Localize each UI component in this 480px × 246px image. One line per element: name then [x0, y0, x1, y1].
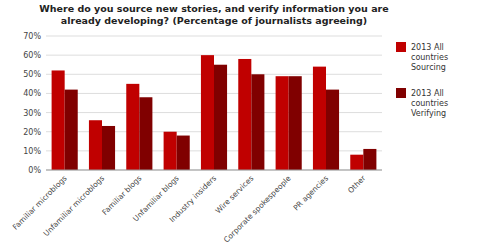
text-line: Verifying	[411, 109, 446, 118]
bar	[164, 132, 177, 170]
bar	[139, 97, 152, 170]
legend-label: 2013 AllcountriesSourcing	[411, 43, 448, 72]
bar	[238, 59, 251, 170]
bar	[89, 120, 102, 170]
bars	[52, 55, 377, 170]
x-tick-label: Unfamiliar microblogs	[42, 174, 107, 239]
bar	[350, 155, 363, 170]
legend-swatch	[396, 42, 406, 52]
y-tick-label: 10%	[23, 147, 41, 156]
y-tick-label: 50%	[23, 70, 41, 79]
text-line: Where do you source new stories, and ver…	[39, 3, 388, 14]
bar	[52, 70, 65, 170]
text-line: already developing? (Percentage of journ…	[61, 15, 367, 26]
y-tick-label: 40%	[23, 89, 41, 98]
bar	[251, 74, 264, 170]
text-line: Sourcing	[411, 63, 446, 72]
title: Where do you source new stories, and ver…	[39, 3, 388, 26]
x-tick-label: PR agencies	[291, 174, 330, 213]
x-axis-line	[46, 170, 382, 171]
y-tick-label: 60%	[23, 51, 41, 60]
bar	[214, 65, 227, 170]
text-line: countries	[411, 53, 448, 62]
bar	[201, 55, 214, 170]
bar	[326, 90, 339, 170]
legend: 2013 AllcountriesSourcing2013 Allcountri…	[396, 42, 448, 118]
x-tick-label: Corporate spokespeople	[222, 173, 293, 244]
bar	[289, 76, 302, 170]
legend-label: 2013 AllcountriesVerifying	[411, 89, 448, 118]
x-tick-label: Industry insiders	[168, 174, 219, 225]
legend-swatch	[396, 88, 406, 98]
text-line: 2013 All	[411, 43, 444, 52]
bar	[126, 84, 139, 170]
bar	[276, 76, 289, 170]
text-line: 2013 All	[411, 89, 444, 98]
bar	[363, 149, 376, 170]
bar	[102, 126, 115, 170]
x-tick-label: Other	[346, 173, 368, 195]
x-tick-label: Wire services	[214, 174, 256, 216]
y-tick-label: 30%	[23, 109, 41, 118]
text-line: countries	[411, 99, 448, 108]
bar	[313, 67, 326, 170]
y-axis: 0% 10% 20% 30% 40% 50% 60% 70%	[23, 32, 382, 175]
y-tick-label: 0%	[28, 166, 41, 175]
bar	[177, 136, 190, 170]
grid-line	[46, 36, 382, 37]
x-axis: Familiar microblogsUnfamiliar microblogs…	[11, 173, 368, 244]
grid-line	[46, 170, 382, 171]
chart: Where do you source new stories, and ver…	[0, 0, 480, 246]
bar	[65, 90, 78, 170]
y-tick-label: 20%	[23, 128, 41, 137]
y-tick-label: 70%	[23, 32, 41, 41]
